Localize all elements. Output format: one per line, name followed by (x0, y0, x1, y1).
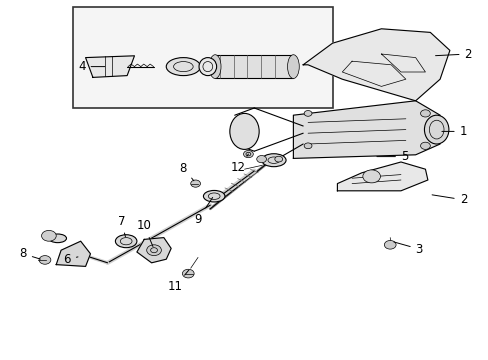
Ellipse shape (49, 234, 66, 243)
Text: 2: 2 (435, 48, 471, 60)
Ellipse shape (199, 58, 216, 76)
Circle shape (274, 156, 282, 162)
Circle shape (362, 170, 380, 183)
Text: 5: 5 (376, 150, 407, 163)
Circle shape (420, 110, 429, 117)
Text: 1: 1 (441, 125, 466, 138)
Circle shape (41, 230, 56, 241)
Circle shape (420, 142, 429, 149)
Text: 7: 7 (117, 215, 125, 237)
Text: 12: 12 (231, 154, 248, 174)
Text: 8: 8 (20, 247, 41, 260)
Text: 2: 2 (431, 193, 466, 206)
Text: 4: 4 (78, 60, 104, 73)
Text: 8: 8 (179, 162, 193, 181)
Polygon shape (293, 101, 439, 158)
Ellipse shape (203, 190, 224, 202)
Bar (215, 55, 293, 78)
Circle shape (256, 156, 266, 163)
Polygon shape (85, 56, 134, 77)
Ellipse shape (261, 154, 285, 167)
Circle shape (182, 269, 194, 278)
Polygon shape (303, 29, 449, 101)
Circle shape (190, 180, 200, 187)
Circle shape (39, 256, 51, 264)
Ellipse shape (424, 115, 448, 144)
Text: 11: 11 (167, 270, 188, 293)
Text: 6: 6 (63, 253, 78, 266)
Circle shape (304, 111, 311, 116)
Ellipse shape (209, 55, 221, 78)
Polygon shape (56, 241, 90, 266)
Circle shape (384, 240, 395, 249)
Text: 9: 9 (194, 197, 212, 226)
Ellipse shape (115, 235, 137, 248)
Bar (73, 7, 332, 108)
Circle shape (243, 150, 253, 158)
Ellipse shape (287, 55, 299, 78)
Polygon shape (337, 162, 427, 191)
Text: 3: 3 (393, 242, 422, 256)
Text: 10: 10 (137, 219, 153, 247)
Ellipse shape (229, 113, 259, 149)
Ellipse shape (166, 58, 200, 76)
Circle shape (146, 245, 161, 256)
Circle shape (304, 143, 311, 149)
Polygon shape (137, 238, 171, 263)
